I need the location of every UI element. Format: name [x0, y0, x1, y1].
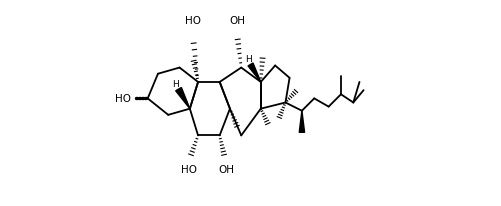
Text: OH: OH — [219, 164, 235, 174]
Polygon shape — [176, 88, 190, 109]
Text: HO: HO — [185, 16, 201, 26]
Text: H: H — [245, 55, 252, 63]
Polygon shape — [299, 111, 305, 133]
Polygon shape — [248, 64, 261, 83]
Text: HO: HO — [115, 94, 131, 104]
Text: HO: HO — [181, 164, 197, 174]
Text: OH: OH — [229, 16, 245, 26]
Text: H: H — [172, 80, 179, 89]
